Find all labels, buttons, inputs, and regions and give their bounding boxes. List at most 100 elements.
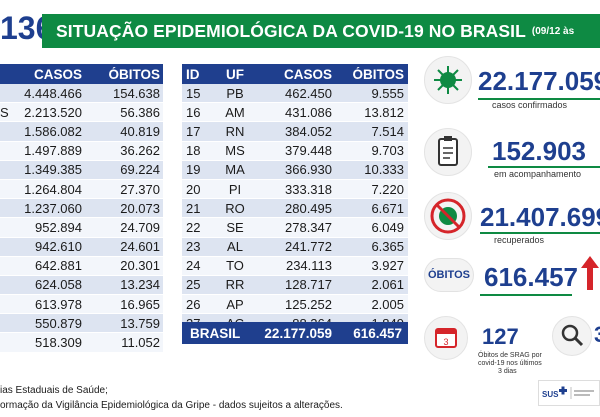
no-virus-icon	[424, 192, 472, 240]
cell-obitos: 6.049	[371, 219, 404, 235]
cell-casos: 952.894	[35, 219, 82, 235]
acompanhamento-value: 152.903	[492, 136, 586, 166]
investigacao-value: 3	[594, 322, 600, 348]
table-row: 1.237.060 20.073	[0, 199, 163, 219]
cell-id: 20	[186, 181, 201, 197]
cell-obitos: 69.224	[120, 162, 160, 178]
cell-obitos: 13.759	[120, 315, 160, 331]
table-row: 24 TO 234.113 3.927	[182, 256, 408, 276]
cell-uf: PB	[226, 85, 244, 101]
calendar-icon: 3	[424, 316, 468, 360]
cell-obitos: 40.819	[120, 123, 160, 139]
cell-obitos: 36.262	[120, 143, 160, 159]
cell-uf: AM	[225, 104, 245, 120]
cell-uf: RN	[225, 123, 245, 139]
cell-casos: 4.448.466	[24, 85, 82, 101]
table-row: 18 MS 379.448 9.703	[182, 141, 408, 161]
cell-uf: MA	[225, 162, 245, 178]
cell-uf: TO	[226, 258, 244, 274]
total-obitos: 616.457	[353, 325, 402, 341]
table-row: 642.881 20.301	[0, 256, 163, 276]
cell-casos: 518.309	[35, 335, 82, 351]
col-obitos: ÓBITOS	[108, 66, 160, 82]
cell-casos: 624.058	[35, 277, 82, 293]
stat-confirmados: 22.177.059 casos confirmados	[424, 56, 600, 112]
obitos-tag: ÓBITOS	[424, 258, 474, 292]
cell-id: 16	[186, 104, 201, 120]
cell-casos: 2.213.520	[24, 104, 82, 120]
cell-casos: 125.252	[285, 296, 332, 312]
stat-recuperados: 21.407.699 recuperados	[424, 190, 600, 250]
states-table-left: CASOS ÓBITOS 4.448.466 154.638 S 2.213.520 5…	[0, 64, 163, 353]
divider	[480, 294, 572, 296]
table-row: 16 AM 431.086 13.812	[182, 103, 408, 123]
cell-obitos: 7.514	[371, 123, 404, 139]
table-row: 1.264.804 27.370	[0, 179, 163, 200]
cell-obitos: 16.965	[120, 296, 160, 312]
cell-obitos: 10.333	[364, 162, 404, 178]
svg-text:3: 3	[443, 337, 448, 347]
cell-uf: SE	[226, 219, 244, 235]
title-bar: SITUAÇÃO EPIDEMIOLÓGICA DA COVID-19 NO B…	[42, 14, 600, 48]
table-header: CASOS ÓBITOS	[0, 64, 163, 84]
table-row: 22 SE 278.347 6.049	[182, 218, 408, 238]
cell-obitos: 2.005	[371, 296, 404, 312]
divider	[480, 232, 600, 234]
cell-obitos: 27.370	[120, 181, 160, 197]
cell-obitos: 11.052	[121, 335, 160, 351]
cell-id: 18	[186, 143, 201, 159]
col-id: ID	[186, 66, 200, 82]
cell-casos: 234.113	[285, 258, 332, 274]
sus-logo: SUS	[538, 380, 600, 406]
srag-label-2: covid-19 nos últimos	[478, 360, 542, 367]
cell-id: 26	[186, 296, 201, 312]
cell-casos: 431.086	[285, 104, 332, 120]
table-row: 20 PI 333.318 7.220	[182, 179, 408, 200]
cell-id: 22	[186, 219, 201, 235]
table-row: 942.610 24.601	[0, 237, 163, 257]
footer-source-2: ormação da Vigilância Epidemiológica da …	[0, 400, 343, 411]
clipboard-icon	[424, 128, 472, 176]
table-row: 624.058 13.234	[0, 275, 163, 296]
cell-casos: 1.586.082	[24, 123, 82, 139]
cell-casos: 379.448	[285, 143, 332, 159]
cell-obitos: 6.365	[371, 239, 404, 255]
cell-id: 17	[186, 123, 201, 139]
page-title: SITUAÇÃO EPIDEMIOLÓGICA DA COVID-19 NO B…	[56, 20, 526, 41]
total-brasil-row: BRASIL 22.177.059 616.457	[182, 322, 408, 344]
cell-obitos: 13.234	[120, 277, 160, 293]
table-row: 23 AL 241.772 6.365	[182, 237, 408, 257]
recuperados-label: recuperados	[494, 235, 545, 245]
cell-id: 21	[186, 200, 201, 216]
states-table-right: ID UF CASOS ÓBITOS 15 PB 462.450 9.555 16 AM 4…	[182, 64, 408, 334]
cell-obitos: 6.671	[371, 200, 404, 216]
cell-uf: PI	[228, 181, 242, 197]
cell-casos: 278.347	[285, 219, 332, 235]
arrow-up-icon	[580, 254, 600, 292]
cell-casos: 1.237.060	[24, 200, 82, 216]
table-row: 1.497.889 36.262	[0, 141, 163, 161]
cell-casos: 241.772	[285, 239, 332, 255]
cell-obitos: 24.709	[120, 219, 160, 235]
cell-casos: 642.881	[35, 258, 82, 274]
srag-label-1: Óbitos de SRAG por	[478, 352, 542, 359]
cell-obitos: 13.812	[364, 104, 404, 120]
stat-acompanhamento: 152.903 em acompanhamento	[424, 124, 600, 184]
table-row: 21 RO 280.495 6.671	[182, 199, 408, 219]
obitos-value: 616.457	[484, 262, 578, 292]
cell-obitos: 154.638	[113, 85, 160, 101]
virus-icon	[424, 56, 472, 104]
cell-id: 15	[186, 85, 201, 101]
cell-casos: 366.930	[285, 162, 332, 178]
table-row: 15 PB 462.450 9.555	[182, 84, 408, 104]
cell-id: 23	[186, 239, 201, 255]
cell-casos: 333.318	[285, 181, 332, 197]
cell-obitos: 2.061	[371, 277, 404, 293]
table-row: 952.894 24.709	[0, 218, 163, 238]
confirmados-value: 22.177.059	[478, 66, 600, 96]
table-row: 26 AP 125.252 2.005	[182, 295, 408, 315]
cell-uf: RO	[225, 200, 245, 216]
col-casos: CASOS	[33, 66, 82, 82]
table-row: 613.978 16.965	[0, 295, 163, 315]
cell-obitos: 3.927	[371, 258, 404, 274]
